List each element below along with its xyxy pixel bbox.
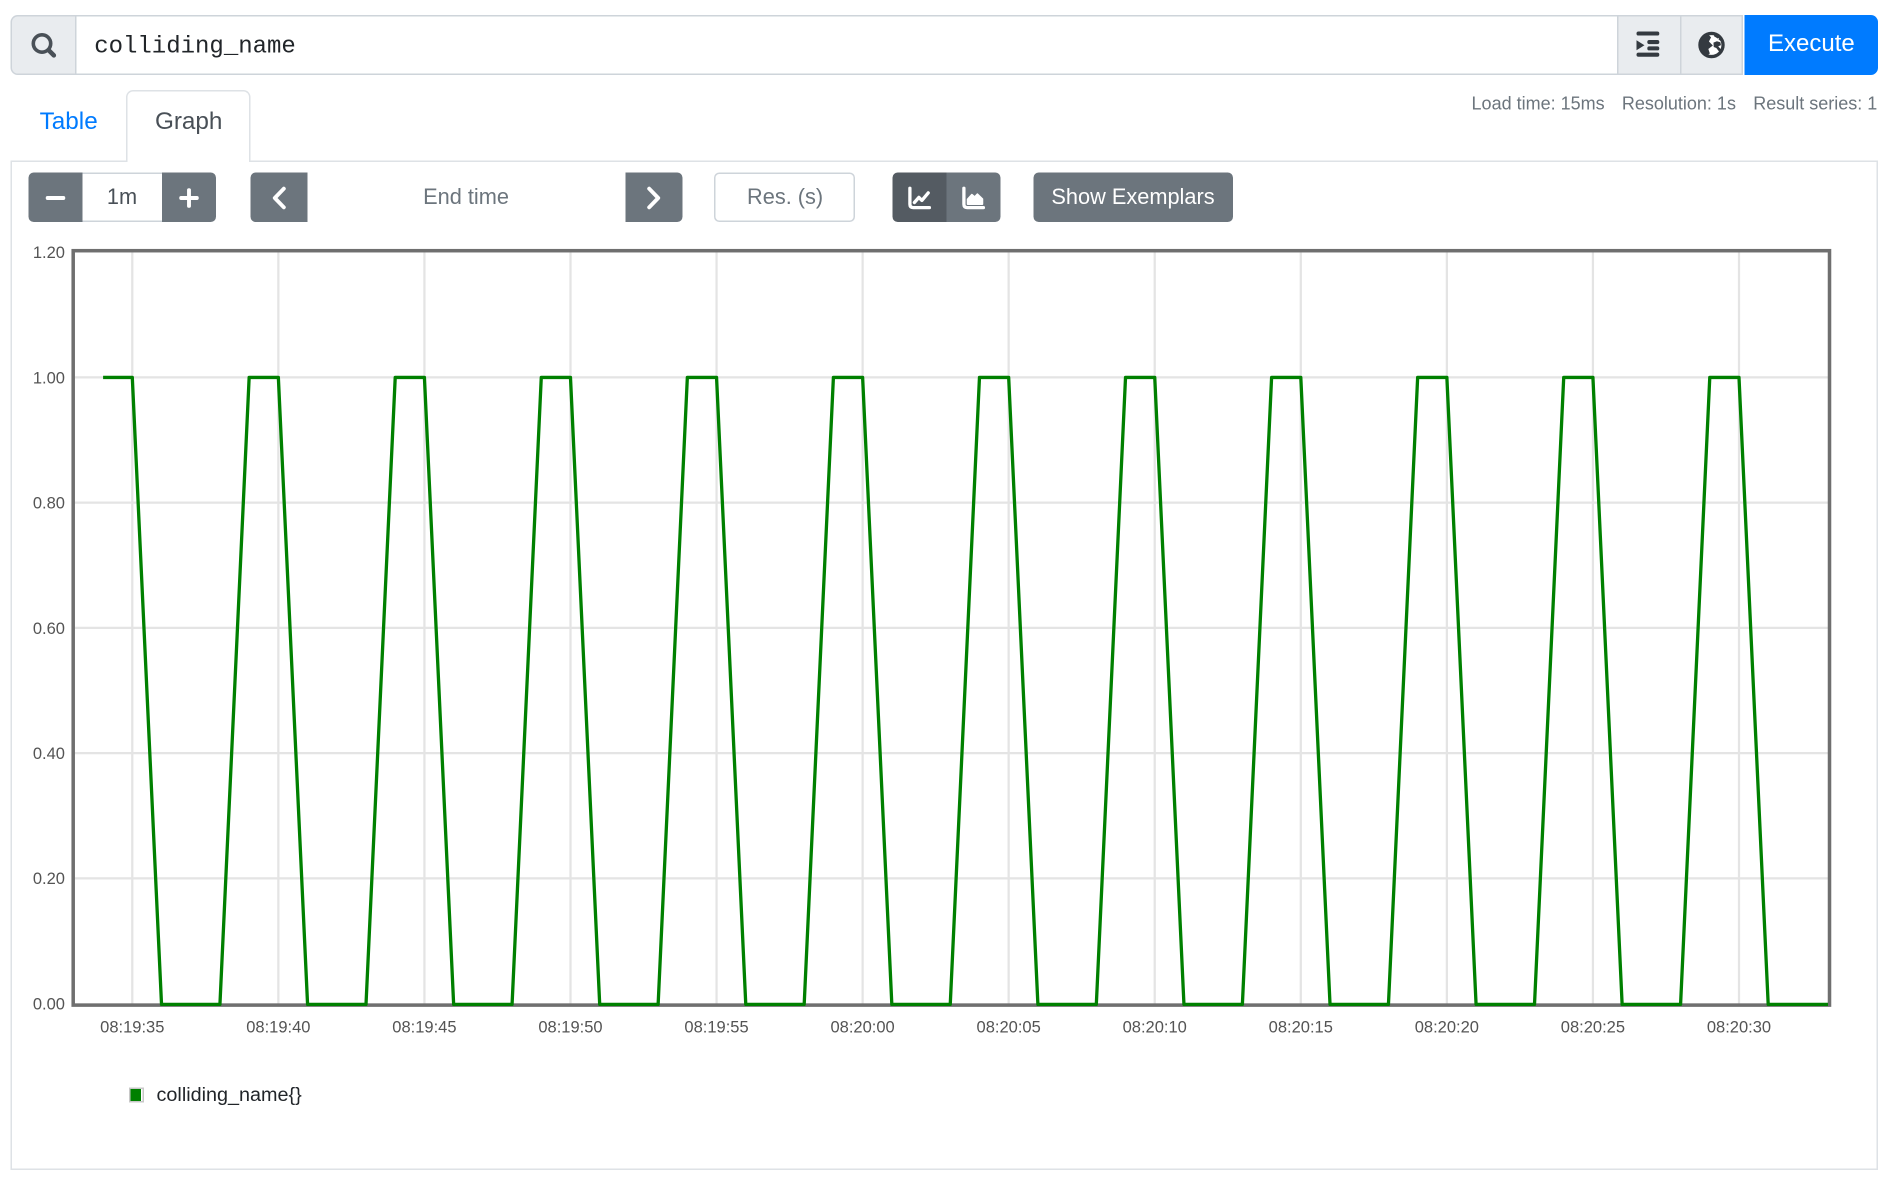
svg-text:08:19:50: 08:19:50: [538, 1018, 602, 1036]
svg-text:1.20: 1.20: [33, 244, 65, 262]
svg-text:0.80: 0.80: [33, 495, 65, 513]
svg-text:08:19:45: 08:19:45: [392, 1018, 456, 1036]
svg-text:0.00: 0.00: [33, 995, 65, 1013]
svg-text:0.20: 0.20: [33, 870, 65, 888]
svg-text:08:20:25: 08:20:25: [1561, 1018, 1625, 1036]
svg-text:08:19:55: 08:19:55: [684, 1018, 748, 1036]
svg-text:08:20:15: 08:20:15: [1269, 1018, 1333, 1036]
svg-text:08:20:05: 08:20:05: [977, 1018, 1041, 1036]
svg-text:0.40: 0.40: [33, 745, 65, 763]
svg-text:08:20:10: 08:20:10: [1123, 1018, 1187, 1036]
svg-text:08:20:30: 08:20:30: [1707, 1018, 1771, 1036]
svg-text:08:20:00: 08:20:00: [831, 1018, 895, 1036]
svg-text:1.00: 1.00: [33, 369, 65, 387]
svg-text:08:19:35: 08:19:35: [100, 1018, 164, 1036]
svg-text:08:20:20: 08:20:20: [1415, 1018, 1479, 1036]
svg-text:0.60: 0.60: [33, 620, 65, 638]
svg-text:08:19:40: 08:19:40: [246, 1018, 310, 1036]
